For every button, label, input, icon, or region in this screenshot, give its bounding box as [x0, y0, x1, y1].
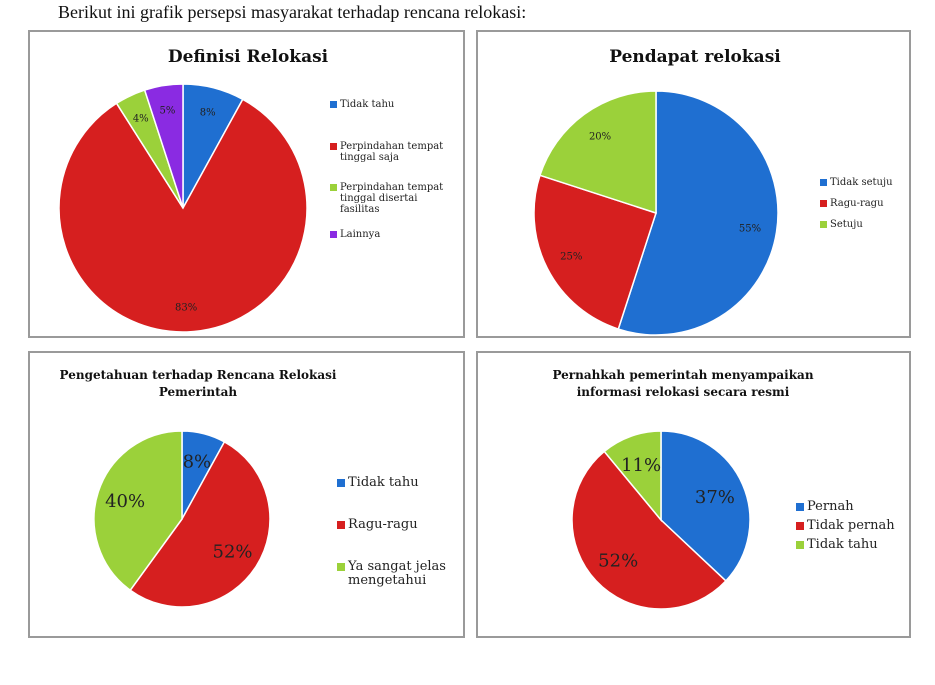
data-label-ya-sangat-jelas-mengetahui: 40%: [105, 491, 145, 512]
legend-label-perpindahan-tempat-tinggal-disertai-fasilitas: fasilitas: [340, 204, 380, 215]
pie-slice-lainnya: [143, 83, 184, 209]
pie-chart-definisi-relokasi: Definisi Relokasi 8% 83% 4% 5% Tidak tahu Perp…: [58, 47, 443, 333]
chart-title: Pernahkah pemerintah menyampaikan: [552, 368, 813, 382]
data-label-tidak-tahu: 11%: [621, 455, 661, 476]
pie-chart-pengetahuan-rencana: Pengetahuan terhadap Rencana Relokasi Pem…: [60, 368, 446, 608]
legend-swatch-perpindahan-tempat-tinggal-disertai-fasilitas: [330, 184, 337, 191]
legend-label-tidak-tahu: Tidak tahu: [348, 475, 419, 490]
chart-title: Pendapat relokasi: [609, 47, 781, 67]
legend-label-tidak-setuju: Tidak setuju: [830, 177, 893, 188]
pie-slice-pernah: [660, 430, 751, 582]
legend-label-tidak-pernah: Tidak pernah: [807, 518, 895, 533]
legend-swatch-setuju: [820, 221, 827, 228]
data-label-ragu-ragu: 25%: [560, 252, 582, 263]
legend-label-ragu-ragu: Ragu-ragu: [348, 517, 418, 532]
legend-label-lainnya: Lainnya: [340, 229, 380, 240]
data-label-tidak-tahu: 8%: [183, 451, 212, 472]
chart-title: Pemerintah: [159, 385, 238, 399]
legend-label-perpindahan-tempat-tinggal-disertai-fasilitas: tinggal disertai: [340, 193, 417, 204]
legend-swatch-tidak-setuju: [820, 179, 827, 186]
data-label-tidak-pernah: 52%: [598, 551, 638, 572]
pie-chart-informasi-resmi: Pernahkah pemerintah menyampaikan informa…: [552, 368, 895, 610]
pie-slice-perpindahan-tempat-tinggal-saja: [58, 98, 308, 333]
data-label-perpindahan-tempat-tinggal-saja: 83%: [175, 303, 197, 314]
data-label-tidak-setuju: 55%: [739, 223, 761, 234]
legend-label-setuju: Setuju: [830, 219, 863, 230]
chart-panel-informasi-resmi: Pernahkah pemerintah menyampaikan informa…: [476, 351, 911, 638]
legend-label-tidak-tahu: Tidak tahu: [340, 99, 395, 110]
legend-swatch-tidak-tahu: [337, 479, 345, 487]
legend-label-ragu-ragu: Ragu-ragu: [830, 198, 884, 209]
data-label-pernah: 37%: [695, 487, 735, 508]
pie-slice-tidak-pernah: [571, 450, 727, 610]
legend-label-perpindahan-tempat-tinggal-saja: Perpindahan tempat: [340, 141, 443, 152]
pie-chart-pendapat-relokasi: Pendapat relokasi 55% 25% 20% Tidak setuju Ra…: [533, 47, 893, 336]
legend-label-ya-sangat-jelas-mengetahui: Ya sangat jelas: [347, 559, 446, 574]
pie-slice-ragu-ragu: [533, 174, 657, 330]
legend-swatch-pernah: [796, 503, 804, 511]
legend-label-tidak-tahu: Tidak tahu: [807, 537, 878, 552]
legend-label-perpindahan-tempat-tinggal-saja: tinggal saja: [340, 152, 399, 163]
figure-caption: Berikut ini grafik persepsi masyarakat t…: [58, 2, 527, 22]
legend-swatch-tidak-tahu: [330, 101, 337, 108]
legend-swatch-ragu-ragu: [337, 521, 345, 529]
data-label-setuju: 20%: [589, 132, 611, 143]
chart-title: informasi relokasi secara resmi: [577, 385, 790, 399]
pie-slice-ya-sangat-jelas-mengetahui: [93, 430, 183, 592]
data-label-ragu-ragu: 52%: [213, 541, 253, 562]
data-label-perpindahan-tempat-tinggal-disertai-fasilitas: 4%: [133, 114, 149, 125]
legend-swatch-lainnya: [330, 231, 337, 238]
data-label-tidak-tahu: 8%: [200, 107, 216, 118]
legend-swatch-ragu-ragu: [820, 200, 827, 207]
chart-panel-definisi-relokasi: Definisi Relokasi 8% 83% 4% 5% Tidak tahu Perp…: [28, 30, 465, 338]
pie-slice-setuju: [539, 90, 657, 215]
pie-slice-tidak-setuju: [617, 90, 779, 336]
data-label-lainnya: 5%: [160, 106, 176, 117]
legend-label-perpindahan-tempat-tinggal-disertai-fasilitas: Perpindahan tempat: [340, 182, 443, 193]
chart-title: Pengetahuan terhadap Rencana Relokasi: [60, 368, 337, 382]
pie-slice-tidak-tahu: [603, 430, 662, 523]
legend-swatch-perpindahan-tempat-tinggal-saja: [330, 143, 337, 150]
legend-label-pernah: Pernah: [807, 499, 854, 514]
chart-panel-pendapat-relokasi: Pendapat relokasi 55% 25% 20% Tidak setuju Ra…: [476, 30, 911, 338]
chart-title: Definisi Relokasi: [168, 47, 329, 67]
legend-swatch-tidak-pernah: [796, 522, 804, 530]
chart-panel-pengetahuan-rencana: Pengetahuan terhadap Rencana Relokasi Pem…: [28, 351, 465, 638]
legend-label-ya-sangat-jelas-mengetahui: mengetahui: [348, 573, 426, 588]
pie-slice-ragu-ragu: [129, 440, 271, 608]
legend-swatch-ya-sangat-jelas-mengetahui: [337, 563, 345, 571]
legend-swatch-tidak-tahu: [796, 541, 804, 549]
